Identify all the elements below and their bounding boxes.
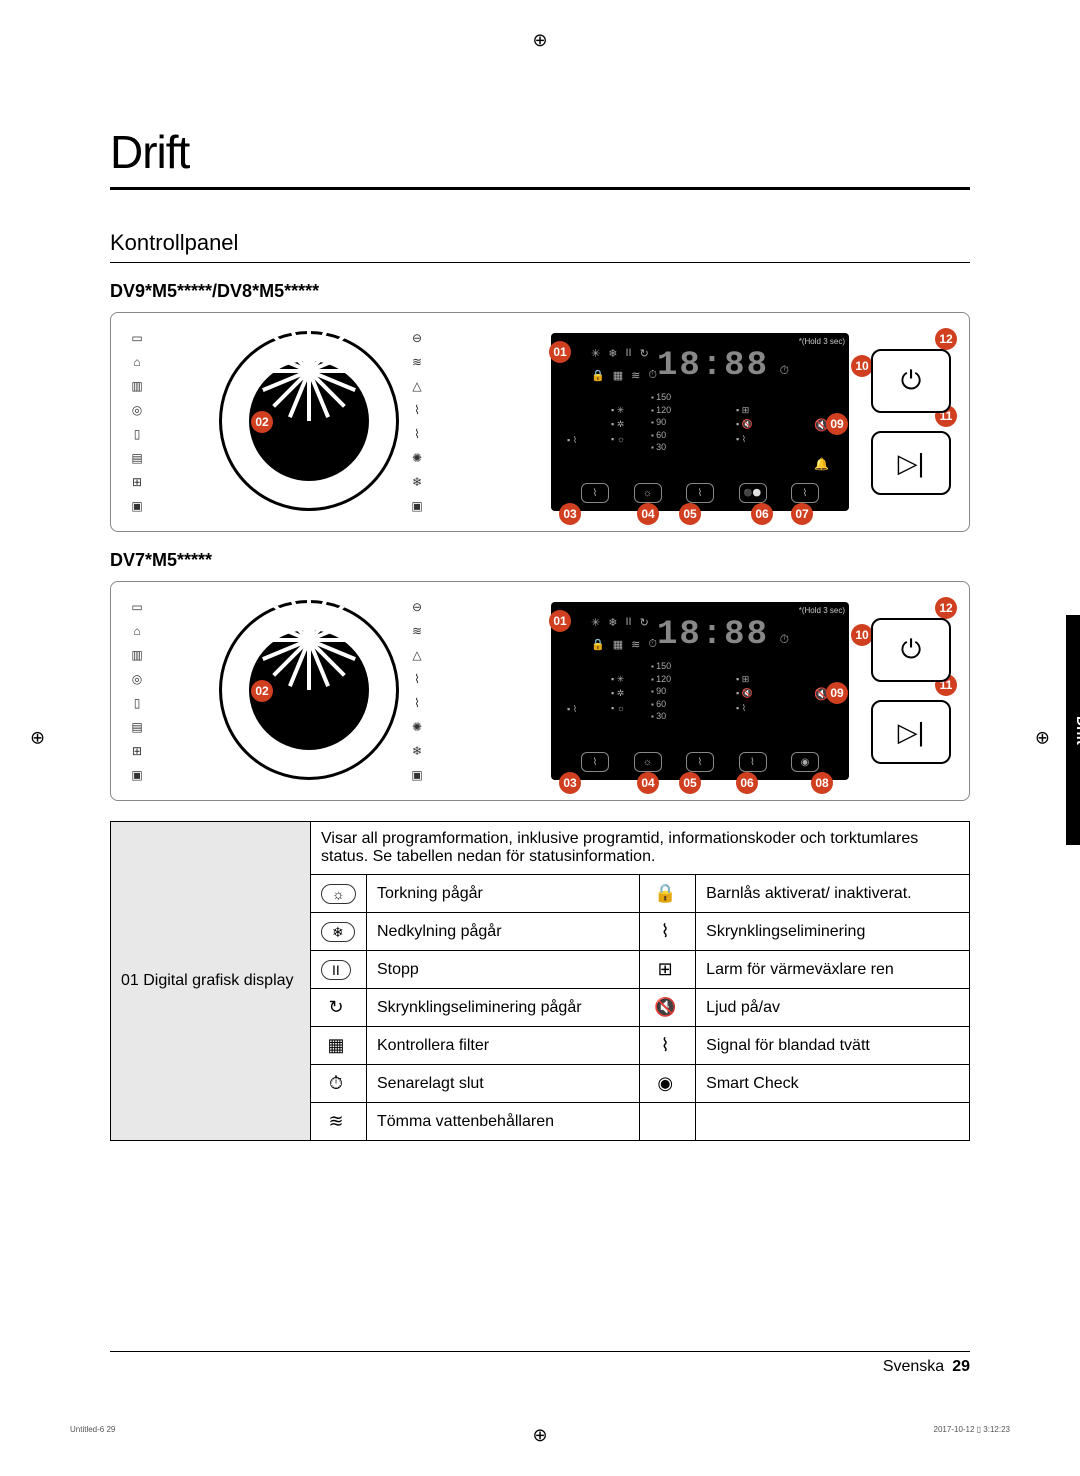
delay-icon: ⏱ [780, 363, 789, 378]
delay-end-icon: ⏱ [321, 1073, 351, 1094]
right-icon-column-b: ⊖≋△ ⌇⌇✺ ❄▣ [409, 600, 425, 784]
table-top-desc: Visar all programformation, inklusive pr… [311, 822, 970, 875]
title-rule [110, 187, 970, 190]
power-button: ⏻ [871, 349, 951, 413]
callout-05b: 05 [679, 772, 701, 794]
callout-07: 07 [791, 503, 813, 525]
table-row-head: 01 Digital grafisk display [111, 822, 311, 1141]
print-footer: Untitled-6 29 2017-10-12 ▯ 3:12:23 [70, 1425, 1010, 1434]
filter-icon: ▦ [321, 1035, 351, 1056]
callout-04b: 04 [637, 772, 659, 794]
callout-03b: 03 [559, 772, 581, 794]
callout-01b: 01 [549, 610, 571, 632]
drying-label: Torkning pågår [367, 875, 640, 913]
hold-label-b: *(Hold 3 sec) [799, 606, 845, 615]
callout-05: 05 [679, 503, 701, 525]
model-b-label: DV7*M5***** [110, 550, 970, 571]
section-rule [110, 262, 970, 263]
smartcheck-icon: ◉ [650, 1073, 680, 1094]
crop-mark-right: ⊕ [1035, 728, 1050, 749]
display-icons-row2: 🔒▦≋⏱ [591, 369, 657, 382]
callout-09: 09 [826, 413, 848, 435]
callout-02b: 02 [251, 680, 273, 702]
print-footer-left: Untitled-6 29 [70, 1425, 115, 1434]
status-table: 01 Digital grafisk display Visar all pro… [110, 821, 970, 1141]
temp-values: 150120 9060 30 [651, 391, 671, 454]
childlock-icon: 🔒 [650, 883, 680, 904]
wrinkle-icon: ⌇ [650, 921, 680, 942]
power-button-b: ⏻ [871, 618, 951, 682]
callout-06: 06 [751, 503, 773, 525]
side-buttons: ⏻ ▷| [871, 333, 951, 511]
callout-06b: 06 [736, 772, 758, 794]
callout-10b: 10 [851, 624, 873, 646]
sound-icon-cell: 🔇 [650, 997, 680, 1018]
start-pause-button-b: ▷| [871, 700, 951, 764]
page-footer: Svenska 29 [110, 1351, 970, 1376]
display-panel-a: *(Hold 3 sec) ✳❄II↻ 🔒▦≋⏱ 18:88 150120 90… [551, 333, 849, 511]
drying-icon: ☼ [321, 884, 356, 904]
clock-display-b: 18:88 [657, 616, 769, 654]
heatex-icon: ⊞ [650, 959, 680, 980]
program-dial [219, 331, 399, 511]
callout-01: 01 [549, 341, 571, 363]
callout-03: 03 [559, 503, 581, 525]
panel-figure-b: ▭⌂▥ ◎▯▤ ⊞▣ ⊖≋△ ⌇⌇✺ ❄▣ 02 *(Hold 3 sec) ✳… [110, 581, 970, 801]
cooling-icon: ❄ [321, 922, 355, 942]
model-a-label: DV9*M5*****/DV8*M5***** [110, 281, 970, 302]
crop-mark-top: ⊕ [532, 30, 547, 51]
left-icon-column-b: ▭⌂▥ ◎▯▤ ⊞▣ [129, 600, 145, 784]
display-panel-b: *(Hold 3 sec) ✳❄II↻ 🔒▦≋⏱ 18:88 150120 90… [551, 602, 849, 780]
callout-09b: 09 [826, 682, 848, 704]
anticrease-icon: ↻ [321, 997, 351, 1018]
start-pause-button: ▷| [871, 431, 951, 495]
mixed-icon: ⌇ [650, 1035, 680, 1056]
page-title: Drift [110, 125, 970, 179]
side-tab: Drift [1066, 615, 1080, 845]
callout-08b: 08 [811, 772, 833, 794]
program-dial-b [219, 600, 399, 780]
footer-language: Svenska [883, 1358, 944, 1376]
crop-mark-left: ⊕ [30, 728, 45, 749]
panel-figure-a: ▭⌂▥ ◎▯▤ ⊞▣ ⊖≋△ ⌇⌇✺ ❄▣ 02 *(Hold 3 sec) ✳… [110, 312, 970, 532]
section-heading: Kontrollpanel [110, 230, 970, 256]
right-icon-column: ⊖≋△ ⌇⌇✺ ❄▣ [409, 331, 425, 515]
clock-display: 18:88 [657, 347, 769, 385]
childlock-label: Barnlås aktiverat/ inaktiverat. [696, 875, 970, 913]
hold-label: *(Hold 3 sec) [799, 337, 845, 346]
display-buttons-row: ⌇☼⌇ ⚫⚪⌇ [581, 483, 819, 503]
stop-icon: II [321, 960, 351, 980]
callout-04: 04 [637, 503, 659, 525]
callout-02: 02 [251, 411, 273, 433]
left-icon-column: ▭⌂▥ ◎▯▤ ⊞▣ [129, 331, 145, 515]
callout-10: 10 [851, 355, 873, 377]
footer-page-number: 29 [952, 1358, 970, 1376]
water-icon: ≋ [321, 1111, 351, 1132]
print-footer-right: 2017-10-12 ▯ 3:12:23 [934, 1425, 1010, 1434]
bell-icon: 🔔 [814, 457, 829, 471]
display-icons-row1: ✳❄II↻ [591, 347, 649, 360]
